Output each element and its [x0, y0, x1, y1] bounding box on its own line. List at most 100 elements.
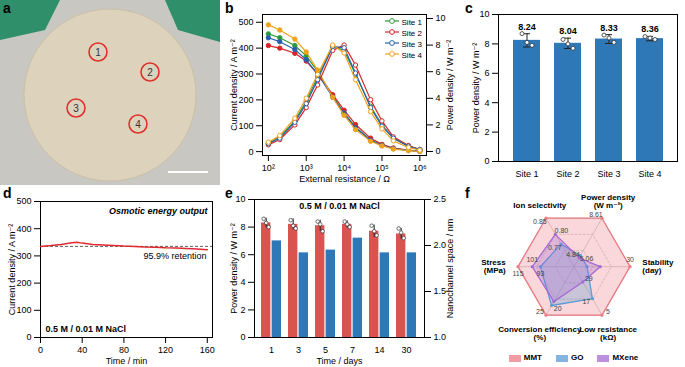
svg-text:0: 0 [248, 146, 253, 156]
html-text:Site 2: Site 2 [401, 28, 422, 38]
svg-text:0.77: 0.77 [548, 244, 562, 251]
svg-text:25: 25 [536, 308, 544, 315]
svg-text:Power density / W m⁻²: Power density / W m⁻² [471, 43, 481, 133]
svg-text:500: 500 [238, 17, 253, 27]
svg-text:Site 2: Site 2 [556, 169, 579, 179]
svg-text:100: 100 [16, 305, 31, 315]
svg-text:3: 3 [296, 345, 301, 355]
svg-text:Osmotic energy output: Osmotic energy output [109, 206, 209, 216]
svg-text:Low resistance(kΩ): Low resistance(kΩ) [579, 325, 637, 342]
svg-text:8: 8 [484, 39, 489, 49]
html-text:Site 1: Site 1 [401, 17, 422, 27]
svg-text:400: 400 [16, 224, 31, 234]
svg-text:0.85: 0.85 [533, 218, 547, 225]
svg-text:10³: 10³ [300, 163, 313, 173]
svg-text:Stability(day): Stability(day) [642, 258, 674, 275]
svg-text:0: 0 [240, 332, 245, 342]
svg-text:0.5 M / 0.01 M NaCl: 0.5 M / 0.01 M NaCl [299, 201, 380, 211]
svg-text:300: 300 [238, 69, 253, 79]
svg-text:Site 1: Site 1 [515, 169, 538, 179]
svg-text:20: 20 [554, 305, 562, 312]
html-text:Site 3: Site 3 [401, 39, 422, 49]
svg-text:2: 2 [240, 305, 245, 315]
svg-text:8.33: 8.33 [600, 23, 618, 33]
svg-text:8: 8 [436, 40, 441, 50]
svg-text:Time / min: Time / min [106, 356, 148, 366]
svg-text:0: 0 [26, 332, 31, 342]
svg-text:0: 0 [436, 146, 441, 156]
svg-text:5: 5 [606, 308, 610, 315]
svg-text:Power density / W m⁻²: Power density / W m⁻² [229, 223, 239, 313]
svg-text:1.0: 1.0 [434, 332, 447, 342]
svg-text:3: 3 [73, 103, 79, 114]
svg-text:0: 0 [38, 345, 43, 355]
svg-text:2: 2 [484, 127, 489, 137]
svg-text:10: 10 [235, 194, 245, 204]
svg-text:95.9% retention: 95.9% retention [143, 251, 206, 261]
svg-text:160: 160 [200, 345, 215, 355]
svg-text:Power density / W m⁻²: Power density / W m⁻² [445, 40, 455, 130]
svg-text:0.5 M / 0.01 M NaCl: 0.5 M / 0.01 M NaCl [46, 324, 127, 334]
svg-text:0.80: 0.80 [555, 227, 569, 234]
svg-text:5.06: 5.06 [580, 255, 594, 262]
svg-text:200: 200 [16, 278, 31, 288]
svg-text:External resistance / Ω: External resistance / Ω [299, 174, 390, 184]
svg-text:6: 6 [484, 68, 489, 78]
svg-text:8.04: 8.04 [559, 26, 577, 36]
svg-text:10: 10 [436, 13, 446, 23]
svg-text:120: 120 [158, 345, 173, 355]
svg-text:8.61: 8.61 [589, 211, 603, 218]
svg-text:10⁶: 10⁶ [413, 163, 427, 173]
svg-text:4: 4 [240, 277, 245, 287]
svg-text:6: 6 [436, 67, 441, 77]
svg-text:4: 4 [135, 119, 141, 130]
svg-text:Time / days: Time / days [316, 356, 363, 366]
svg-text:2.5: 2.5 [434, 194, 447, 204]
svg-text:30: 30 [401, 345, 411, 355]
svg-text:30: 30 [626, 256, 634, 263]
svg-text:Site 4: Site 4 [638, 169, 661, 179]
svg-text:10⁴: 10⁴ [337, 163, 351, 173]
svg-text:100: 100 [238, 121, 253, 131]
svg-text:4.84: 4.84 [566, 251, 580, 258]
svg-text:93: 93 [536, 270, 544, 277]
svg-text:4: 4 [484, 98, 489, 108]
svg-text:2.0: 2.0 [433, 240, 446, 251]
svg-text:Nanochannel space / nm: Nanochannel space / nm [445, 219, 455, 319]
svg-text:7: 7 [350, 345, 355, 355]
svg-text:5: 5 [323, 345, 328, 355]
svg-text:115: 115 [512, 270, 523, 277]
svg-text:17: 17 [582, 298, 590, 305]
svg-text:40: 40 [77, 345, 87, 355]
svg-text:500: 500 [16, 196, 31, 206]
svg-text:Ion selectivity: Ion selectivity [513, 201, 566, 210]
svg-text:10⁵: 10⁵ [375, 163, 389, 173]
svg-text:Site 3: Site 3 [597, 169, 620, 179]
svg-text:2: 2 [436, 120, 441, 130]
svg-text:400: 400 [238, 43, 253, 53]
svg-text:1: 1 [95, 47, 101, 58]
html-text:Site 4: Site 4 [401, 50, 422, 60]
svg-text:200: 200 [238, 95, 253, 105]
svg-text:8.24: 8.24 [518, 22, 536, 32]
svg-text:300: 300 [16, 251, 31, 261]
svg-text:Current density / A m⁻²: Current density / A m⁻² [7, 224, 17, 315]
svg-text:4: 4 [436, 93, 441, 103]
svg-text:6: 6 [240, 250, 245, 260]
svg-text:0: 0 [484, 156, 489, 166]
svg-text:1.5: 1.5 [433, 286, 446, 297]
svg-text:8.36: 8.36 [641, 24, 659, 34]
svg-text:80: 80 [119, 345, 129, 355]
svg-text:2: 2 [147, 67, 153, 78]
svg-text:14: 14 [374, 345, 384, 355]
svg-text:10²: 10² [262, 163, 275, 173]
svg-text:8: 8 [240, 222, 245, 232]
svg-text:Power density(W m⁻²): Power density(W m⁻²) [581, 193, 636, 210]
svg-text:1: 1 [269, 345, 274, 355]
svg-text:Current density / A m⁻²: Current density / A m⁻² [229, 39, 239, 130]
svg-text:Stress(MPa): Stress(MPa) [481, 258, 506, 275]
svg-text:101: 101 [526, 256, 538, 263]
svg-text:Conversion efficiency(%): Conversion efficiency(%) [498, 325, 582, 342]
svg-text:10: 10 [479, 9, 489, 19]
svg-text:29: 29 [585, 275, 593, 282]
